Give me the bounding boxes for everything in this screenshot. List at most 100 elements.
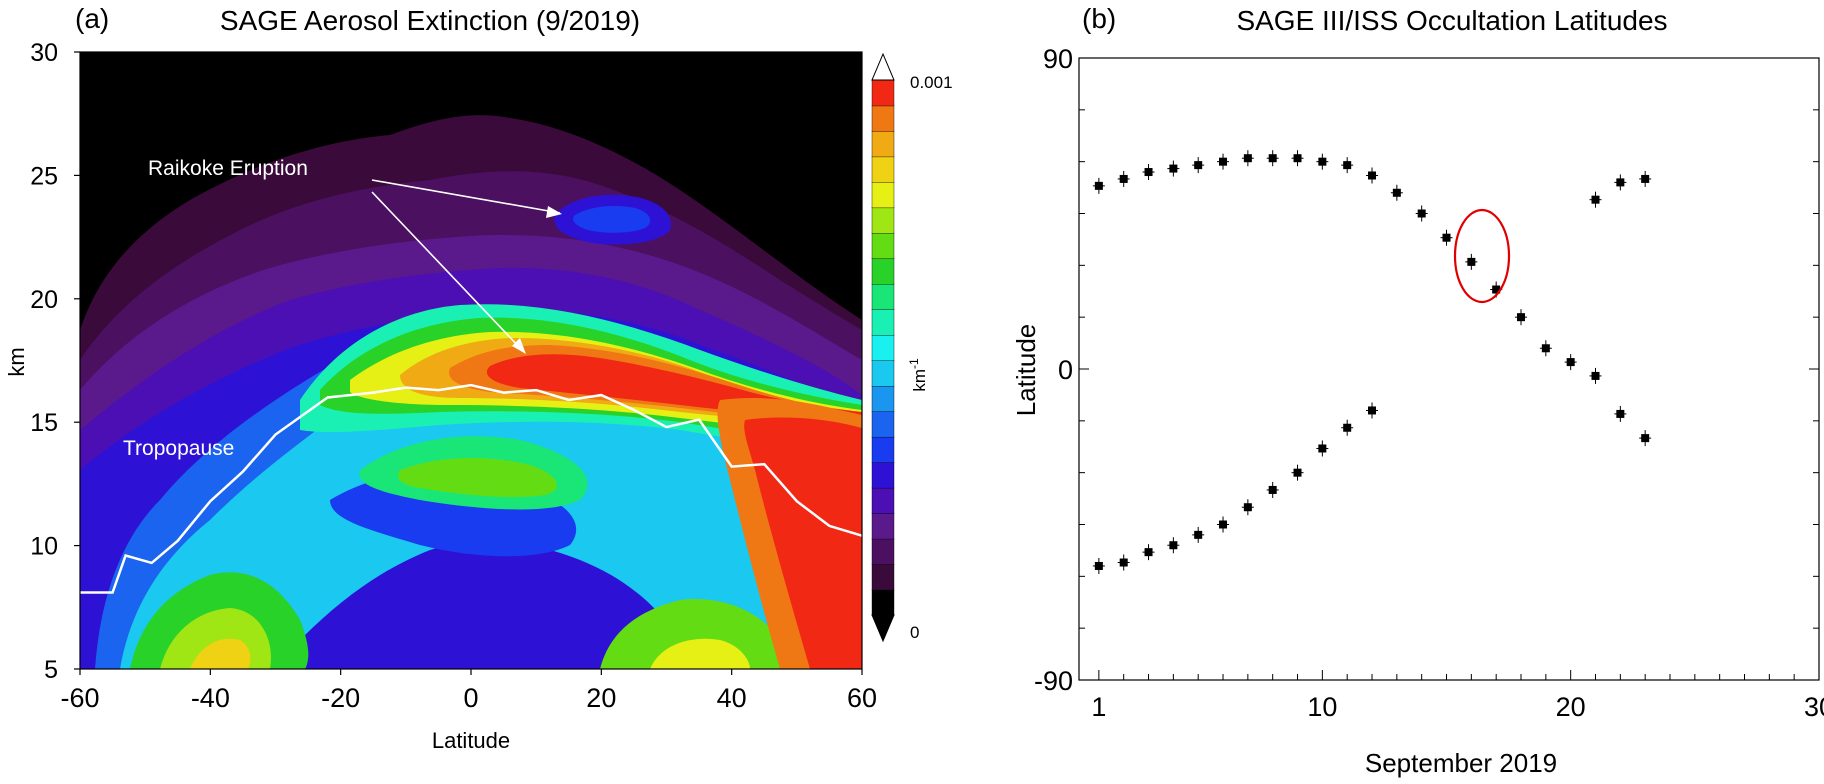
panel-a-xticks: -60 -40 -20 0 20 40 60: [60, 669, 877, 713]
a-xtick-label: -40: [191, 683, 230, 713]
panel-b-xlabel: September 2019: [1365, 748, 1557, 778]
occultation-point: [1564, 354, 1577, 371]
colorbar-swatch: [871, 436, 895, 463]
b-xtick-label: 10: [1307, 692, 1337, 722]
occultation-point: [1167, 160, 1180, 177]
extinction-heatmap: [80, 52, 862, 669]
colorbar: [871, 52, 895, 643]
occultation-point: [1639, 430, 1652, 447]
occultation-point: [1291, 150, 1304, 167]
b-xtick-label: 20: [1556, 692, 1586, 722]
colorbar-swatch: [871, 512, 895, 540]
panel-a-title: SAGE Aerosol Extinction (9/2019): [220, 5, 640, 36]
occultation-point: [1415, 205, 1428, 222]
colorbar-swatch: [871, 79, 895, 107]
colorbar-swatch: [871, 563, 895, 591]
panel-a-yticks: 5 10 15 20 25 30: [30, 39, 80, 684]
b-ytick-label: 0: [1058, 355, 1073, 385]
occultation-point: [1539, 340, 1552, 357]
occultation-point: [1341, 419, 1354, 436]
a-xtick-label: 40: [717, 683, 747, 713]
occultation-point: [1241, 499, 1254, 516]
highlight-ellipse: [1453, 208, 1511, 304]
colorbar-top-arrow: [871, 52, 895, 81]
occultation-point: [1117, 554, 1130, 571]
colorbar-swatch: [871, 105, 895, 132]
occultation-point: [1291, 464, 1304, 481]
colorbar-swatch: [871, 181, 895, 209]
occultation-point: [1266, 150, 1279, 167]
a-ytick-label: 10: [30, 533, 58, 561]
panel-b-title: SAGE III/ISS Occultation Latitudes: [1236, 5, 1667, 36]
panel-b-ticks: 1 10 20 30 90 0 -90: [1034, 44, 1824, 722]
raikoke-arrows: [371, 179, 562, 354]
occultation-point: [1192, 157, 1205, 174]
panel-a-label: (a): [75, 3, 109, 34]
panel-a-xlabel: Latitude: [432, 728, 510, 753]
occultation-point: [1142, 544, 1155, 561]
occultation-point: [1341, 157, 1354, 174]
svg-text:km-1: km-1: [907, 358, 929, 392]
occultation-point: [1167, 537, 1180, 554]
occultation-point: [1266, 481, 1279, 498]
colorbar-swatch: [871, 156, 895, 183]
raikoke-label: Raikoke Eruption: [148, 157, 308, 180]
b-xtick-label: 30: [1804, 692, 1824, 722]
colorbar-swatch: [871, 385, 895, 412]
colorbar-swatch: [871, 410, 895, 438]
occultation-point: [1366, 167, 1379, 184]
a-ytick-label: 5: [44, 656, 58, 684]
panel-b-points: [1092, 150, 1652, 574]
b-xtick-label: 1: [1091, 692, 1106, 722]
panel-b-ylabel: Latitude: [1011, 324, 1041, 417]
tropopause-label: Tropopause: [123, 437, 234, 460]
occultation-point: [1390, 184, 1403, 201]
colorbar-bottom-arrow: [871, 614, 895, 643]
occultation-point: [1440, 229, 1453, 246]
colorbar-unit: km-1: [907, 358, 929, 392]
colorbar-swatch: [871, 232, 895, 260]
a-xtick-label: 0: [463, 683, 478, 713]
b-ytick-label: -90: [1034, 666, 1073, 696]
colorbar-swatch: [871, 207, 895, 234]
colorbar-min-label: 0: [910, 623, 919, 642]
panel-b: (b) SAGE III/ISS Occultation Latitudes 1…: [1011, 3, 1824, 778]
a-ytick-label: 15: [30, 409, 58, 437]
occultation-point: [1241, 150, 1254, 167]
colorbar-swatch: [871, 130, 895, 158]
panel-b-frame: [1078, 57, 1820, 681]
occultation-point: [1092, 177, 1105, 194]
colorbar-swatch: [871, 461, 895, 489]
colorbar-max-label: 0.001: [910, 73, 953, 92]
panel-a-ylabel: km: [4, 347, 29, 376]
occultation-point: [1515, 309, 1528, 326]
occultation-point: [1589, 367, 1602, 384]
occultation-point: [1614, 174, 1627, 191]
colorbar-swatch: [871, 258, 895, 285]
a-xtick-label: 60: [847, 683, 877, 713]
occultation-point: [1142, 164, 1155, 181]
occultation-point: [1117, 170, 1130, 187]
colorbar-swatch: [871, 309, 895, 336]
occultation-point: [1465, 253, 1478, 270]
occultation-point: [1217, 516, 1230, 533]
occultation-point: [1614, 405, 1627, 422]
a-xtick-label: -60: [60, 683, 99, 713]
a-xtick-label: 20: [586, 683, 616, 713]
occultation-point: [1589, 191, 1602, 208]
occultation-point: [1092, 557, 1105, 574]
colorbar-swatch: [871, 589, 895, 616]
colorbar-swatch: [871, 360, 895, 387]
occultation-point: [1192, 526, 1205, 543]
occultation-point: [1316, 440, 1329, 457]
occultation-point: [1366, 402, 1379, 419]
panel-a: (a) SAGE Aerosol Extinction (9/2019): [4, 3, 953, 753]
occultation-point: [1217, 153, 1230, 170]
colorbar-swatch: [871, 283, 895, 310]
b-ytick-label: 90: [1043, 44, 1073, 74]
a-xtick-label: -20: [321, 683, 360, 713]
colorbar-swatch: [871, 538, 895, 565]
occultation-point: [1316, 153, 1329, 170]
a-ytick-label: 25: [30, 162, 58, 190]
